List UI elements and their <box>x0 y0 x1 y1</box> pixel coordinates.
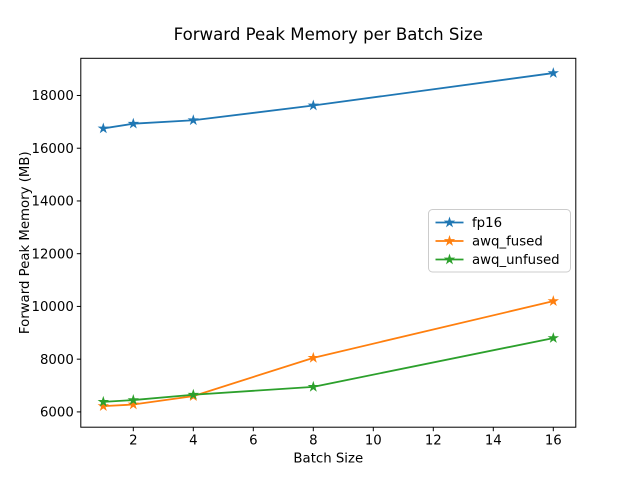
x-tick-label: 14 <box>485 434 502 449</box>
legend-star-icon <box>443 235 456 246</box>
x-tick-label: 6 <box>249 434 257 449</box>
y-tick-label: 12000 <box>31 247 73 262</box>
y-tick-label: 10000 <box>31 300 73 315</box>
y-tick-label: 14000 <box>31 195 73 210</box>
legend-entry-awq_fused: awq_fused <box>435 235 543 250</box>
data-point-star-icon <box>127 398 140 410</box>
x-axis-ticks: 2 4 6 8 10 12 14 16 <box>129 427 562 449</box>
legend-entry-fp16: fp16 <box>435 216 502 231</box>
data-point-star-icon <box>97 400 110 411</box>
x-tick-label: 8 <box>309 434 317 449</box>
legend-label: awq_fused <box>472 235 543 250</box>
series-line-fp16 <box>102 72 555 130</box>
x-tick-label: 16 <box>545 434 562 449</box>
data-point-star-icon <box>127 394 140 405</box>
series-layer <box>97 67 560 411</box>
data-point-star-icon <box>547 332 560 343</box>
legend-label: fp16 <box>472 216 502 231</box>
data-point-star-icon <box>97 395 110 407</box>
series-line-awq_unfused <box>102 337 555 403</box>
y-tick-label: 8000 <box>40 353 74 368</box>
y-tick-label: 18000 <box>31 89 73 104</box>
y-tick-label: 16000 <box>31 142 73 157</box>
legend-star-icon <box>443 216 456 228</box>
data-point-star-icon <box>307 380 320 392</box>
data-point-star-icon <box>127 117 140 129</box>
x-tick-label: 2 <box>129 434 137 449</box>
y-tick-label: 6000 <box>40 406 74 421</box>
legend-label: awq_unfused <box>472 253 560 268</box>
data-point-star-icon <box>187 388 200 400</box>
data-point-star-icon <box>547 295 560 307</box>
data-point-star-icon <box>187 114 200 126</box>
y-axis-label: Forward Peak Memory (MB) <box>18 151 33 334</box>
data-point-star-icon <box>307 351 320 363</box>
plot-area-border <box>80 57 577 428</box>
data-point-star-icon <box>307 99 320 111</box>
x-tick-label: 12 <box>425 434 442 449</box>
legend-star-icon <box>443 253 456 265</box>
y-axis-ticks: 6000 8000 10000 12000 14000 16000 18000 <box>31 89 81 421</box>
x-tick-label: 10 <box>365 434 382 449</box>
legend-box <box>428 209 571 273</box>
x-axis-label: Batch Size <box>293 452 363 467</box>
legend-entry-awq_unfused: awq_unfused <box>435 253 560 268</box>
legend: fp16 awq_fused awq_unfused <box>428 209 571 273</box>
series-line-awq_fused <box>102 300 555 407</box>
chart-title: Forward Peak Memory per Batch Size <box>174 25 483 44</box>
data-point-star-icon <box>547 67 560 78</box>
x-tick-label: 4 <box>189 434 197 449</box>
data-point-star-icon <box>97 122 110 134</box>
